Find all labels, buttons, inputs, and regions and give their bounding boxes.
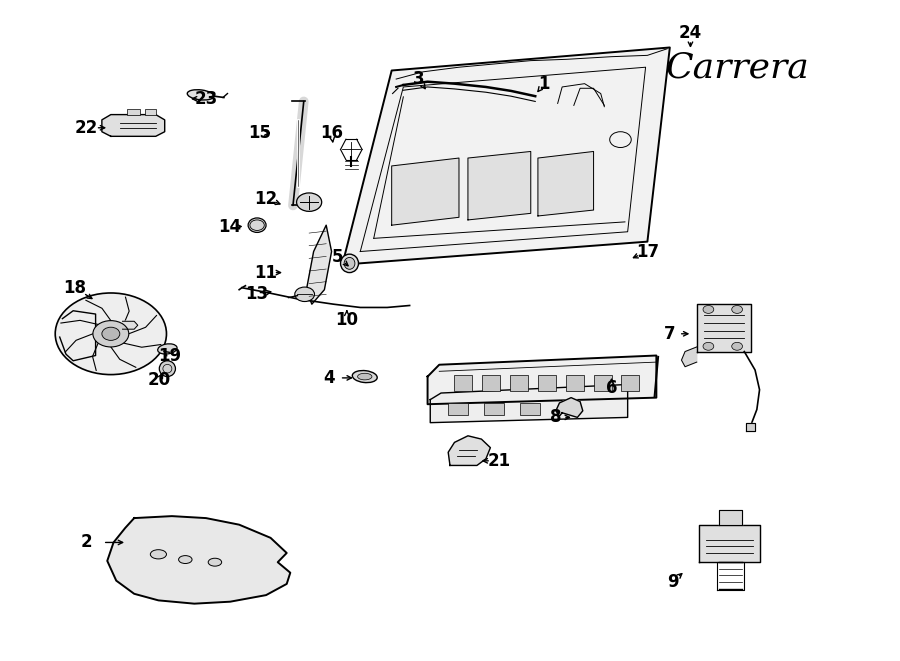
Polygon shape [448,436,490,465]
Text: 9: 9 [667,573,679,591]
Text: 4: 4 [323,369,335,387]
Text: 22: 22 [75,119,98,137]
Polygon shape [556,398,583,417]
Polygon shape [699,525,760,563]
Polygon shape [428,356,656,405]
Circle shape [732,342,742,350]
Ellipse shape [340,254,358,272]
Text: 1: 1 [538,75,550,93]
Ellipse shape [248,218,266,233]
Text: 6: 6 [606,379,617,397]
Polygon shape [107,516,291,603]
Polygon shape [681,347,697,367]
Polygon shape [697,304,751,352]
Ellipse shape [357,373,372,380]
Bar [510,375,528,391]
Text: 8: 8 [550,408,562,426]
Text: 7: 7 [664,325,676,343]
Circle shape [297,193,321,212]
Text: 11: 11 [255,264,277,282]
Circle shape [295,287,314,301]
Text: 5: 5 [332,248,344,266]
Bar [127,109,140,114]
Circle shape [703,342,714,350]
Bar [594,375,611,391]
Polygon shape [59,311,95,361]
Text: 13: 13 [246,286,269,303]
Polygon shape [392,158,459,225]
Ellipse shape [159,361,176,377]
Text: 15: 15 [248,124,271,142]
Text: 10: 10 [336,311,358,329]
Circle shape [55,293,166,375]
Ellipse shape [150,550,166,559]
Text: 23: 23 [194,90,218,108]
Text: 21: 21 [488,452,511,470]
Bar [145,109,156,114]
Text: 17: 17 [635,243,659,260]
Polygon shape [102,114,165,136]
Text: 24: 24 [679,24,702,42]
Ellipse shape [208,559,221,566]
Text: Carrera: Carrera [665,50,809,84]
Text: 14: 14 [219,217,242,235]
Polygon shape [746,422,755,430]
Polygon shape [306,225,331,304]
Bar [621,375,639,391]
Ellipse shape [178,556,192,564]
Circle shape [102,327,120,340]
Bar [482,375,500,391]
Circle shape [732,305,742,313]
Text: 12: 12 [255,190,277,208]
Circle shape [703,305,714,313]
Text: 16: 16 [320,124,343,142]
Bar [448,403,468,414]
Polygon shape [468,151,531,220]
Ellipse shape [352,371,377,383]
Text: 2: 2 [81,533,93,551]
Polygon shape [538,151,594,216]
Text: 3: 3 [413,70,425,88]
Bar [484,403,504,414]
Bar [454,375,472,391]
Ellipse shape [344,257,355,269]
Text: 18: 18 [64,279,86,297]
Circle shape [93,321,129,347]
Polygon shape [719,510,742,525]
Polygon shape [122,321,138,329]
Ellipse shape [187,90,214,100]
Polygon shape [342,48,670,264]
Bar [538,375,556,391]
Bar [566,375,584,391]
Text: 20: 20 [148,371,171,389]
Text: 19: 19 [158,346,182,364]
Polygon shape [430,385,627,422]
Ellipse shape [158,344,177,354]
Bar [520,403,540,414]
